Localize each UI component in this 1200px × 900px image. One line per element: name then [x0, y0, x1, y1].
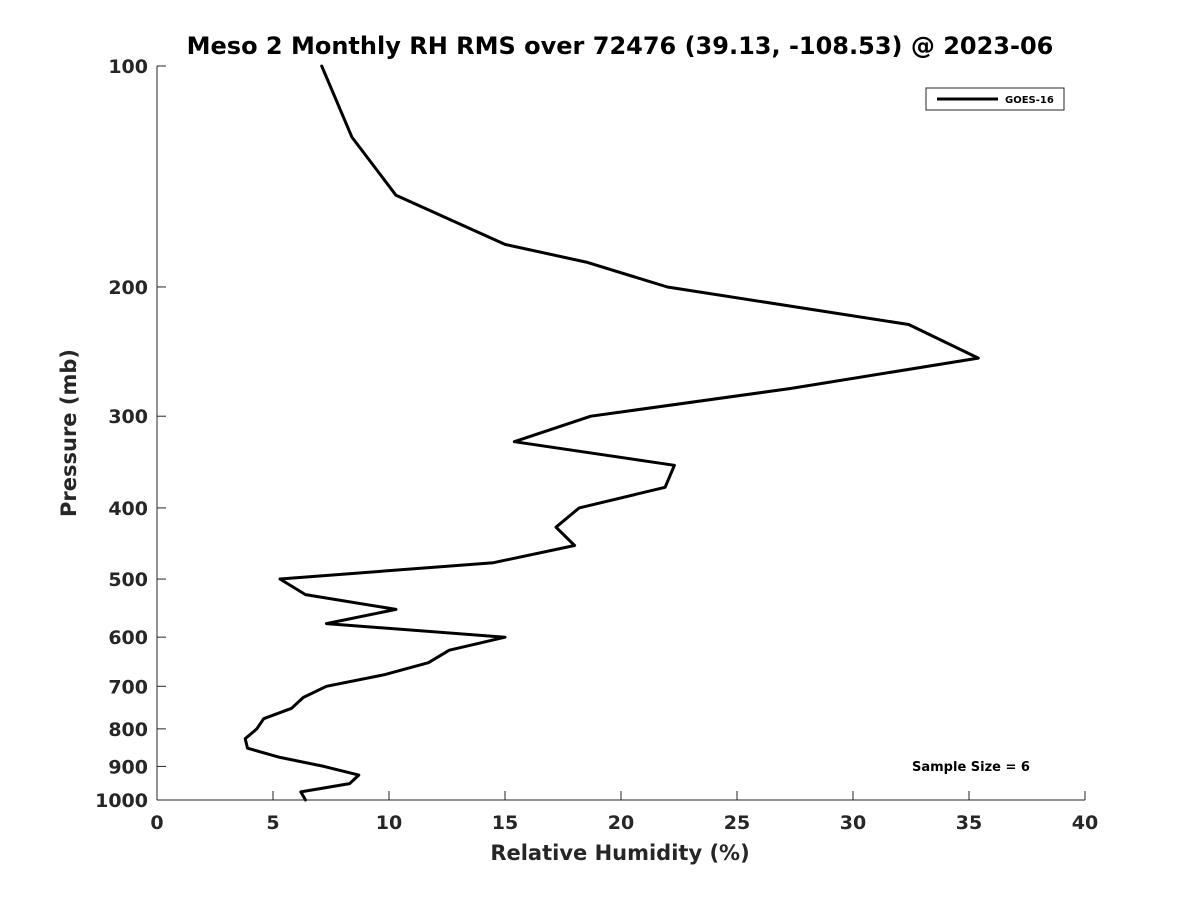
x-tick-label: 35 [956, 812, 982, 834]
x-tick-label: 30 [840, 812, 866, 834]
legend-label-goes-16: GOES-16 [1005, 95, 1054, 106]
chart-title: Meso 2 Monthly RH RMS over 72476 (39.13,… [187, 32, 1054, 60]
y-tick-label: 300 [108, 406, 148, 428]
y-tick-label: 700 [108, 676, 148, 698]
legend: GOES-16 [925, 87, 1065, 111]
plot-area: 0 5 10 15 20 25 30 35 40 100 200 300 400 500 600 700 80… [95, 56, 1098, 834]
x-tick-label: 0 [150, 812, 163, 834]
x-tick-label: 5 [266, 812, 279, 834]
x-tick-label: 40 [1072, 812, 1098, 834]
y-tick-label: 600 [108, 627, 148, 649]
x-tick-label: 25 [724, 812, 750, 834]
y-tick-label: 100 [108, 56, 148, 78]
y-tick-label: 800 [108, 719, 148, 741]
x-axis-label: Relative Humidity (%) [490, 841, 749, 865]
y-tick-label: 400 [108, 498, 148, 520]
series-layer [243, 64, 980, 802]
y-axis-ticks: 100 200 300 400 500 600 700 800 900 1000 [95, 56, 166, 812]
y-tick-label: 900 [108, 756, 148, 778]
x-tick-label: 20 [608, 812, 634, 834]
y-tick-label: 200 [108, 277, 148, 299]
series-line-goes-16 [243, 64, 980, 802]
sample-size-annotation: Sample Size = 6 [912, 760, 1030, 775]
y-tick-label: 1000 [95, 790, 148, 812]
y-axis-label: Pressure (mb) [57, 349, 81, 517]
y-tick-label: 500 [108, 569, 148, 591]
x-axis-ticks: 0 5 10 15 20 25 30 35 40 [150, 791, 1098, 834]
x-tick-label: 15 [492, 812, 518, 834]
x-tick-label: 10 [376, 812, 402, 834]
